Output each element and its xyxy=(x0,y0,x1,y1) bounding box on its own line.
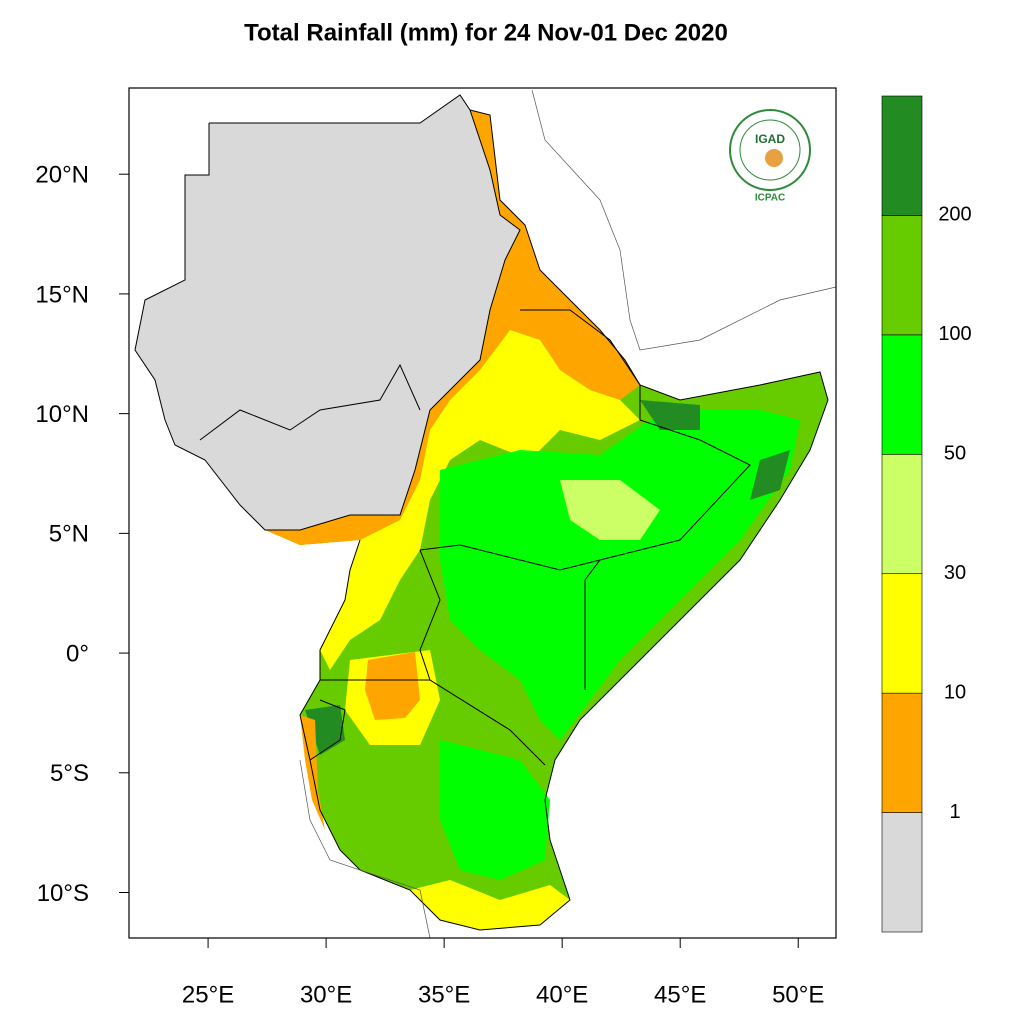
colorbar-label: 30 xyxy=(944,562,966,584)
colorbar-label: 10 xyxy=(944,681,966,703)
colorbar-label: 100 xyxy=(938,323,971,345)
plot-frame xyxy=(128,87,837,939)
outside-borders xyxy=(299,89,837,939)
rain-zone xyxy=(640,400,700,430)
x-tick-label: 40°E xyxy=(536,981,588,1008)
border xyxy=(309,699,346,761)
y-tick-label: 20°N xyxy=(35,162,89,189)
y-tick-label: 15°N xyxy=(35,281,89,308)
colorbar-box xyxy=(881,453,923,575)
border xyxy=(584,385,751,690)
rain-zone xyxy=(265,110,640,545)
colorbar-label: 200 xyxy=(938,204,971,226)
rain-zone xyxy=(750,450,790,500)
border xyxy=(134,94,521,531)
colorbar-box xyxy=(881,95,923,216)
y-tick-label: 5°N xyxy=(49,521,89,548)
rain-zone xyxy=(440,410,800,740)
border xyxy=(520,309,641,386)
map-title: Total Rainfall (mm) for 24 Nov-01 Dec 20… xyxy=(244,19,728,46)
y-tick-label: 10°N xyxy=(35,401,89,428)
dry-zone xyxy=(135,95,520,530)
x-tick-label: 30°E xyxy=(300,981,352,1008)
rain-zone xyxy=(440,740,550,880)
colorbar-box xyxy=(881,692,923,813)
colorbar-box xyxy=(881,334,923,455)
border xyxy=(419,549,546,766)
logo-text: IGAD xyxy=(755,132,785,146)
map-area xyxy=(134,89,837,939)
colorbar-box xyxy=(881,812,923,933)
logo-map xyxy=(765,149,783,167)
border xyxy=(419,544,601,571)
x-tick-label: 35°E xyxy=(418,981,470,1008)
logo: IGAD ICPAC xyxy=(729,109,811,204)
logo-caption: ICPAC xyxy=(755,193,785,204)
border xyxy=(199,363,421,441)
borders xyxy=(134,94,829,931)
y-tick-label: 5°S xyxy=(50,760,89,787)
colorbar-box xyxy=(881,573,923,694)
rain-zone xyxy=(560,480,660,540)
rain-zone xyxy=(320,330,640,670)
border xyxy=(531,89,837,351)
rain-zone xyxy=(305,705,345,755)
logo-ring xyxy=(739,119,801,181)
y-tick-label: 0° xyxy=(66,640,89,667)
colorbar-label: 50 xyxy=(944,443,966,465)
border xyxy=(299,759,431,939)
rain-zone xyxy=(365,652,420,720)
x-tick-label: 50°E xyxy=(772,981,824,1008)
colorbar-box xyxy=(881,215,923,336)
border xyxy=(299,109,829,931)
colorbar-label: 1 xyxy=(949,801,960,823)
x-tick-label: 25°E xyxy=(182,981,234,1008)
y-tick-label: 10°S xyxy=(37,880,89,907)
x-tick-label: 45°E xyxy=(654,981,706,1008)
rain-zone xyxy=(410,880,570,930)
